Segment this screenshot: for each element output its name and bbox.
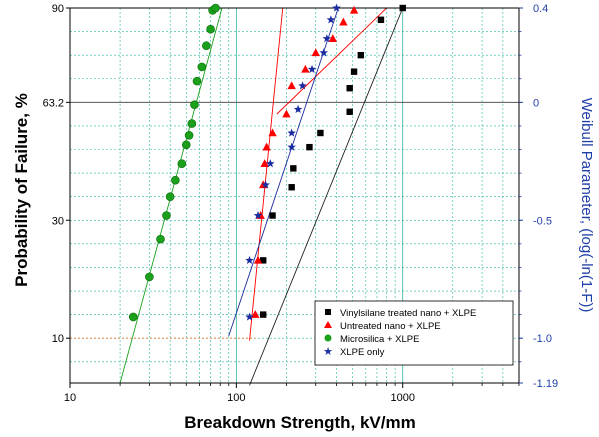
data-points bbox=[128, 3, 406, 322]
legend-entry-xlpe: ★ XLPE only bbox=[323, 345, 385, 358]
point-untreated bbox=[282, 109, 291, 118]
y2-axis-title: Weibull Parameter, (log(-ln(1-F)) bbox=[578, 98, 595, 313]
point-untreated bbox=[328, 34, 338, 42]
point-microsilica bbox=[197, 62, 207, 72]
point-xlpe bbox=[287, 142, 296, 151]
point-vinylsilane bbox=[377, 16, 385, 23]
legend-entry-vinylsilane: Vinylsilane treated nano + XLPE bbox=[325, 308, 476, 319]
legend-label-xlpe: XLPE only bbox=[340, 347, 385, 358]
point-xlpe bbox=[245, 312, 254, 321]
point-untreated bbox=[260, 159, 269, 167]
point-xlpe bbox=[245, 255, 254, 264]
point-xlpe bbox=[293, 104, 303, 114]
point-xlpe bbox=[261, 180, 270, 189]
point-xlpe bbox=[266, 159, 275, 168]
point-vinylsilane bbox=[399, 4, 406, 12]
point-microsilica bbox=[162, 211, 171, 220]
legend-marker-triangle bbox=[324, 321, 332, 328]
point-vinylsilane bbox=[346, 84, 353, 92]
fit-line-series-0 bbox=[249, 7, 404, 386]
y-right-tick-label: 0.4 bbox=[533, 3, 548, 15]
y-left-tick-label: 10 bbox=[52, 333, 64, 345]
x-tick-label: 10 bbox=[64, 392, 76, 404]
point-xlpe bbox=[287, 128, 296, 137]
y-right-tick-label: 0 bbox=[533, 97, 539, 109]
point-xlpe bbox=[319, 48, 328, 57]
point-vinylsilane bbox=[290, 165, 297, 172]
fit-line-series-3 bbox=[228, 7, 339, 336]
point-untreated bbox=[349, 5, 359, 14]
legend-label-microsilica: Microsilica + XLPE bbox=[340, 334, 419, 345]
legend-marker-circle bbox=[324, 334, 332, 342]
point-untreated bbox=[287, 81, 296, 90]
point-untreated bbox=[253, 255, 263, 264]
point-xlpe bbox=[253, 211, 263, 220]
y-left-tick-label: 90 bbox=[52, 3, 64, 15]
fit-line-series-1 bbox=[249, 7, 284, 341]
y-left-tick-label: 30 bbox=[52, 215, 64, 227]
legend: Vinylsilane treated nano + XLPE Untreate… bbox=[314, 300, 514, 366]
point-microsilica bbox=[190, 100, 199, 109]
x-tick-label: 100 bbox=[227, 392, 245, 404]
fit-lines bbox=[119, 7, 404, 386]
point-xlpe bbox=[326, 15, 336, 24]
point-xlpe bbox=[332, 3, 341, 12]
legend-label-untreated: Untreated nano + XLPE bbox=[340, 321, 441, 332]
point-microsilica bbox=[145, 272, 154, 282]
y-right-tick-label: -1.0 bbox=[533, 333, 552, 345]
point-untreated bbox=[268, 128, 277, 137]
point-microsilica bbox=[184, 131, 194, 140]
axis-ticks: 10 100 1000 90 63.2 30 10 0.4 0 -0.5 -1.0 -1.19 bbox=[43, 3, 559, 404]
point-xlpe bbox=[298, 81, 307, 90]
y-right-tick-label: -0.5 bbox=[533, 215, 552, 227]
point-microsilica bbox=[177, 159, 187, 168]
point-microsilica bbox=[187, 119, 197, 128]
point-xlpe bbox=[322, 34, 332, 43]
legend-marker-square bbox=[325, 309, 331, 315]
x-tick-label: 1000 bbox=[390, 392, 414, 404]
point-vinylsilane bbox=[288, 184, 295, 191]
point-vinylsilane bbox=[357, 51, 365, 59]
point-vinylsilane bbox=[269, 212, 276, 219]
point-untreated bbox=[311, 48, 320, 57]
point-vinylsilane bbox=[317, 129, 324, 137]
point-vinylsilane bbox=[260, 257, 267, 264]
point-xlpe bbox=[307, 64, 317, 73]
point-untreated bbox=[262, 142, 271, 151]
y-right-tick-label: -1.19 bbox=[533, 378, 558, 390]
point-microsilica bbox=[156, 234, 165, 244]
legend-label-vinylsilane: Vinylsilane treated nano + XLPE bbox=[340, 308, 476, 319]
legend-box bbox=[314, 300, 514, 366]
point-vinylsilane bbox=[346, 108, 353, 115]
y-axis-title: Probability of Failure, % bbox=[12, 93, 31, 287]
point-microsilica bbox=[202, 41, 211, 51]
point-microsilica bbox=[165, 192, 175, 201]
point-vinylsilane bbox=[260, 311, 267, 318]
plot-frame bbox=[69, 7, 520, 384]
x-axis-title: Breakdown Strength, kV/mm bbox=[184, 413, 415, 432]
point-microsilica bbox=[211, 3, 220, 13]
legend-entry-untreated: Untreated nano + XLPE bbox=[324, 321, 441, 332]
point-untreated bbox=[301, 64, 310, 73]
point-untreated bbox=[339, 17, 348, 26]
point-vinylsilane bbox=[306, 143, 313, 151]
point-microsilica bbox=[206, 24, 215, 34]
point-vinylsilane bbox=[350, 68, 358, 75]
point-microsilica bbox=[171, 175, 180, 185]
legend-marker-star: ★ bbox=[323, 345, 333, 358]
fit-line-series-1-b bbox=[276, 7, 387, 115]
point-microsilica bbox=[192, 76, 202, 86]
y-left-tick-label: 63.2 bbox=[43, 97, 64, 109]
point-microsilica bbox=[181, 140, 191, 150]
legend-entry-microsilica: Microsilica + XLPE bbox=[324, 334, 419, 345]
point-microsilica bbox=[128, 312, 138, 322]
